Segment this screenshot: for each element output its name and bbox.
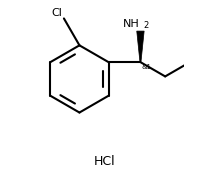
Text: NH: NH <box>123 19 140 29</box>
Text: HCl: HCl <box>94 155 116 168</box>
Text: 2: 2 <box>143 21 149 30</box>
Text: &1: &1 <box>141 64 151 70</box>
Polygon shape <box>137 31 144 62</box>
Text: Cl: Cl <box>51 8 62 18</box>
